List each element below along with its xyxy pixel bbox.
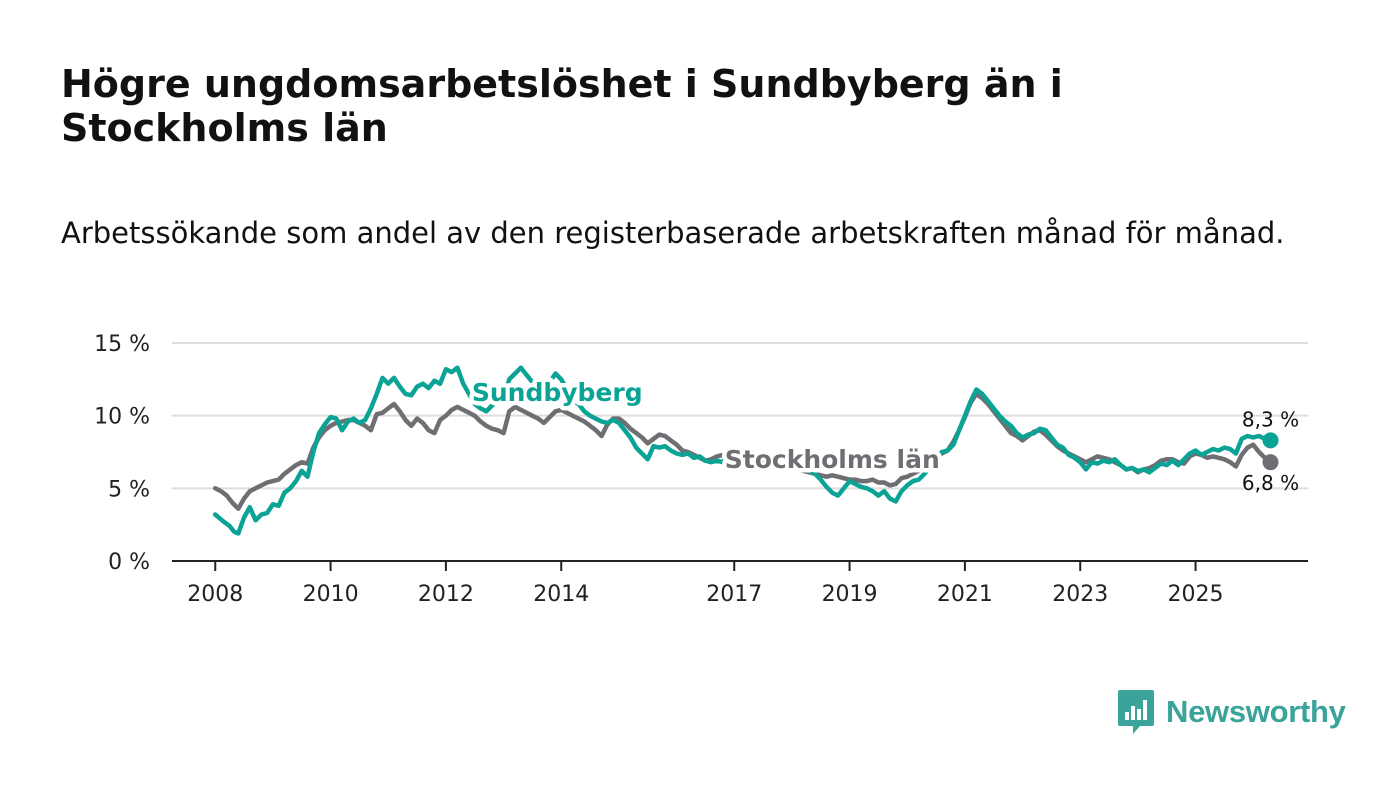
x-tick-label: 2021 (937, 582, 993, 607)
series-lines (212, 365, 1273, 536)
brand-name: Newsworthy (1166, 694, 1346, 729)
y-axis-ticks: 0 % 5 % 10 % 15 % (94, 332, 150, 575)
y-tick-label: 0 % (108, 550, 150, 575)
series-line-sundbyberg (212, 365, 1273, 536)
x-axis-ticks: 2008 2010 2012 2014 2017 2019 2021 2023 2025 (187, 561, 1224, 607)
chart-title: Högre ungdomsarbetslöshet i Sundbyberg ä… (61, 62, 1063, 150)
x-tick-label: 2017 (706, 582, 762, 607)
x-tick-label: 2014 (533, 582, 589, 607)
y-tick-label: 5 % (108, 477, 150, 502)
x-tick-label: 2025 (1168, 582, 1224, 607)
gridlines (172, 342, 1308, 562)
bar-chart-speech-bubble-icon (1118, 690, 1154, 734)
x-tick-label: 2012 (418, 582, 474, 607)
end-label-stockholms-lan: 6,8 % (1242, 471, 1299, 495)
series-labels: 8,3 % 6,8 % Sundbyberg Stockholms län (467, 374, 1299, 496)
x-tick-label: 2008 (187, 582, 243, 607)
series-line-stockholms-lan (212, 391, 1273, 511)
series-label-stockholms-lan: Stockholms län (725, 445, 940, 474)
end-label-sundbyberg: 8,3 % (1242, 407, 1299, 431)
series-label-sundbyberg: Sundbyberg (472, 378, 643, 407)
end-point-sundbyberg (1262, 432, 1279, 449)
y-tick-label: 10 % (94, 405, 150, 430)
chart-subtitle: Arbetssökande som andel av den registerb… (61, 216, 1285, 250)
x-tick-label: 2019 (822, 582, 878, 607)
newsworthy-logo[interactable]: Newsworthy (1118, 690, 1346, 734)
end-point-stockholms-lan (1262, 454, 1279, 471)
x-tick-label: 2010 (303, 582, 359, 607)
x-tick-label: 2023 (1052, 582, 1108, 607)
y-tick-label: 15 % (94, 332, 150, 357)
